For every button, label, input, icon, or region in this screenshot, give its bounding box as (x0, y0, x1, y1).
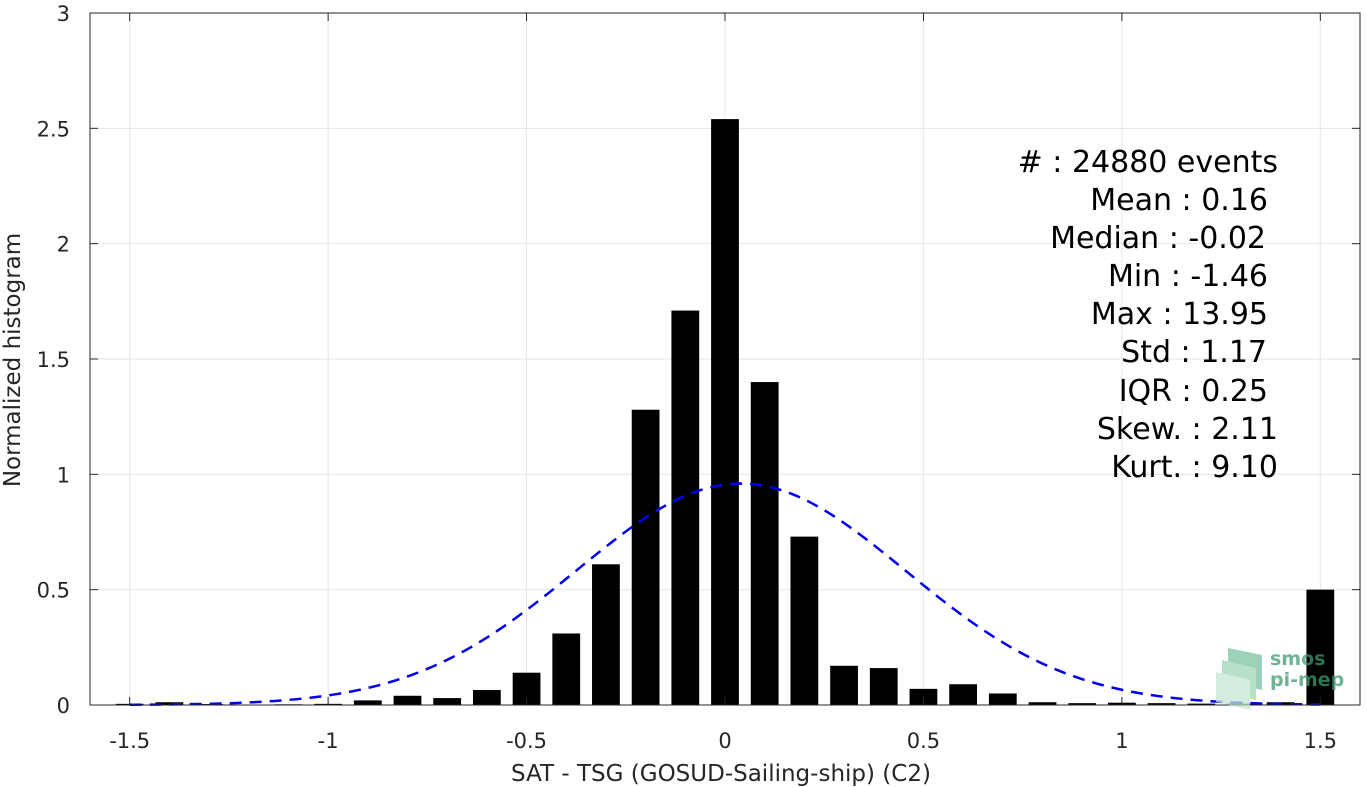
stat-events: # : 24880 events (1018, 145, 1278, 180)
x-axis-ticks: -1.5 -1 -0.5 0 0.5 1 1.5 (109, 13, 1337, 753)
x-tick-label: -0.5 (506, 729, 547, 753)
logo-text-smos: smos (1270, 648, 1325, 670)
histogram-bar (1187, 703, 1216, 705)
histogram-bar (631, 409, 660, 705)
logo-wave-icon (1216, 648, 1262, 710)
y-axis-label: Normalized histogram (0, 233, 26, 487)
x-tick-label: 1 (1115, 729, 1128, 753)
y-tick-label: 2 (57, 233, 70, 257)
histogram-bar (1028, 702, 1057, 705)
x-tick-label: -1.5 (109, 729, 150, 753)
histogram-bar (671, 310, 700, 705)
smos-pimep-logo: smos pi-mep (1216, 648, 1344, 710)
stat-mean: Mean : 0.16 (1090, 183, 1268, 218)
x-tick-label: 0.5 (907, 729, 940, 753)
histogram-bar (750, 382, 779, 705)
stat-max: Max : 13.95 (1091, 297, 1268, 332)
histogram-bar (909, 688, 938, 705)
x-tick-label: 0 (718, 729, 731, 753)
histogram-bar (711, 119, 739, 705)
y-tick-label: 2.5 (37, 117, 70, 141)
histogram-bar (1306, 589, 1335, 705)
histogram-bar (1068, 703, 1097, 705)
y-tick-label: 3 (57, 2, 70, 26)
histogram-bar (949, 684, 978, 705)
histogram-bar (472, 690, 501, 705)
histogram-bar (155, 702, 184, 705)
stat-kurt: Kurt. : 9.10 (1111, 450, 1278, 485)
x-tick-label: 1.5 (1304, 729, 1337, 753)
x-tick-label: -1 (318, 729, 339, 753)
stat-min: Min : -1.46 (1108, 259, 1268, 294)
histogram-bar (393, 695, 422, 705)
stat-median: Median : -0.02 (1050, 221, 1266, 256)
histogram-bar (790, 536, 819, 705)
y-tick-label: 0.5 (37, 579, 70, 603)
histogram-bar (592, 564, 620, 705)
stat-std: Std : 1.17 (1121, 335, 1267, 370)
histogram-bar (830, 665, 858, 705)
histogram-bar (552, 633, 581, 705)
histogram-bars (115, 119, 1335, 706)
normal-fit-curve (129, 482, 1321, 707)
y-tick-label: 1.5 (37, 348, 70, 372)
statistics-box: # : 24880 events Mean : 0.16 Median : -0… (1018, 145, 1278, 485)
histogram-bar (988, 693, 1017, 705)
y-tick-label: 1 (57, 463, 70, 487)
stat-skew: Skew. : 2.11 (1097, 412, 1278, 447)
histogram-bar (1147, 703, 1176, 705)
stat-iqr: IQR : 0.25 (1119, 374, 1268, 409)
x-axis-label: SAT - TSG (GOSUD-Sailing-ship) (C2) (511, 761, 931, 787)
y-axis-ticks: 0 0.5 1 1.5 2 2.5 3 (37, 2, 1360, 718)
histogram-bar (433, 698, 462, 705)
y-tick-label: 0 (57, 694, 70, 718)
histogram-bar (869, 668, 898, 705)
histogram-bar (353, 700, 382, 705)
logo-text-pimep: pi-mep (1270, 669, 1344, 691)
